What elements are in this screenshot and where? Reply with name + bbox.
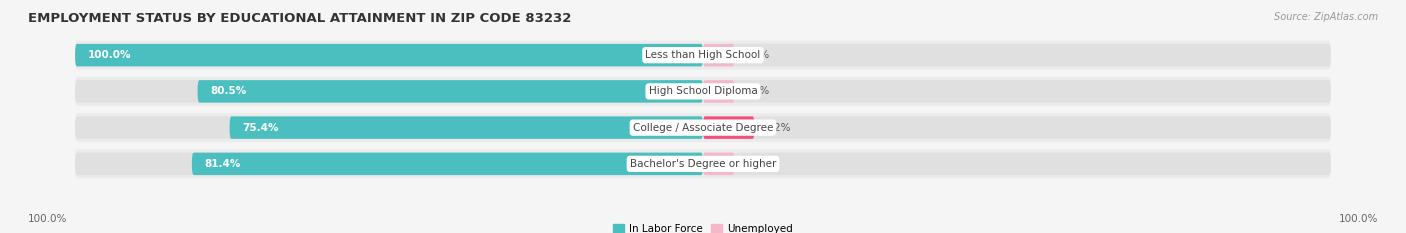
FancyBboxPatch shape bbox=[75, 77, 1331, 106]
FancyBboxPatch shape bbox=[703, 80, 1331, 103]
FancyBboxPatch shape bbox=[229, 116, 703, 139]
FancyBboxPatch shape bbox=[75, 44, 703, 66]
FancyBboxPatch shape bbox=[75, 44, 703, 66]
Legend: In Labor Force, Unemployed: In Labor Force, Unemployed bbox=[609, 220, 797, 233]
Text: 81.4%: 81.4% bbox=[204, 159, 240, 169]
FancyBboxPatch shape bbox=[75, 149, 1331, 178]
FancyBboxPatch shape bbox=[75, 41, 1331, 70]
Text: EMPLOYMENT STATUS BY EDUCATIONAL ATTAINMENT IN ZIP CODE 83232: EMPLOYMENT STATUS BY EDUCATIONAL ATTAINM… bbox=[28, 12, 571, 25]
Text: College / Associate Degree: College / Associate Degree bbox=[633, 123, 773, 133]
FancyBboxPatch shape bbox=[75, 80, 703, 103]
FancyBboxPatch shape bbox=[75, 153, 703, 175]
Text: High School Diploma: High School Diploma bbox=[648, 86, 758, 96]
Text: 100.0%: 100.0% bbox=[87, 50, 131, 60]
FancyBboxPatch shape bbox=[197, 80, 703, 103]
FancyBboxPatch shape bbox=[703, 80, 734, 103]
FancyBboxPatch shape bbox=[75, 116, 703, 139]
FancyBboxPatch shape bbox=[703, 153, 734, 175]
Text: 2.9%: 2.9% bbox=[744, 159, 770, 169]
Text: 0.0%: 0.0% bbox=[744, 50, 770, 60]
FancyBboxPatch shape bbox=[703, 116, 1331, 139]
Text: Bachelor's Degree or higher: Bachelor's Degree or higher bbox=[630, 159, 776, 169]
FancyBboxPatch shape bbox=[75, 113, 1331, 142]
FancyBboxPatch shape bbox=[703, 153, 1331, 175]
Text: 100.0%: 100.0% bbox=[1339, 214, 1378, 224]
Text: 100.0%: 100.0% bbox=[28, 214, 67, 224]
Text: 0.0%: 0.0% bbox=[744, 86, 770, 96]
FancyBboxPatch shape bbox=[703, 116, 755, 139]
FancyBboxPatch shape bbox=[703, 44, 1331, 66]
Text: 80.5%: 80.5% bbox=[209, 86, 246, 96]
FancyBboxPatch shape bbox=[703, 44, 734, 66]
Text: 8.2%: 8.2% bbox=[763, 123, 790, 133]
FancyBboxPatch shape bbox=[191, 153, 703, 175]
Text: Less than High School: Less than High School bbox=[645, 50, 761, 60]
Text: Source: ZipAtlas.com: Source: ZipAtlas.com bbox=[1274, 12, 1378, 22]
Text: 75.4%: 75.4% bbox=[242, 123, 278, 133]
